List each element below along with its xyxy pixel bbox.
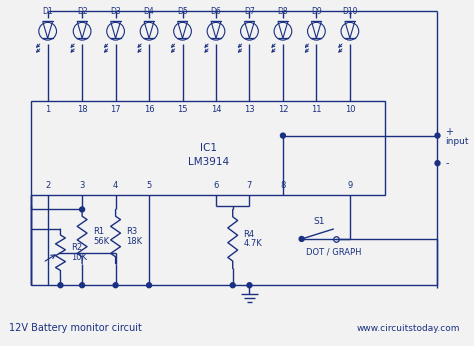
Text: 15: 15	[177, 106, 188, 115]
Text: 5: 5	[146, 181, 152, 190]
Circle shape	[435, 133, 440, 138]
Text: 56K: 56K	[93, 237, 109, 246]
Text: 1: 1	[45, 106, 50, 115]
Text: 4: 4	[113, 181, 118, 190]
Text: input: input	[446, 137, 469, 146]
Text: D3: D3	[110, 7, 121, 16]
Text: R4: R4	[244, 229, 255, 238]
Text: D8: D8	[278, 7, 288, 16]
Text: D5: D5	[177, 7, 188, 16]
Circle shape	[146, 283, 152, 288]
Text: D7: D7	[244, 7, 255, 16]
Text: D4: D4	[144, 7, 155, 16]
Circle shape	[435, 161, 440, 166]
Text: 3: 3	[80, 181, 85, 190]
Circle shape	[281, 133, 285, 138]
Text: D2: D2	[77, 7, 87, 16]
Text: 18: 18	[77, 106, 87, 115]
Text: R1: R1	[93, 227, 104, 236]
Text: 4.7K: 4.7K	[244, 239, 262, 248]
Circle shape	[230, 283, 235, 288]
Text: D9: D9	[311, 7, 322, 16]
Text: R2: R2	[71, 243, 82, 252]
Text: D1: D1	[42, 7, 53, 16]
Text: DOT / GRAPH: DOT / GRAPH	[306, 247, 361, 256]
Text: www.circuitstoday.com: www.circuitstoday.com	[356, 325, 460, 334]
Text: LM3914: LM3914	[188, 157, 228, 167]
Text: IC1: IC1	[200, 143, 217, 153]
Circle shape	[58, 283, 63, 288]
Text: S1: S1	[313, 217, 325, 226]
Text: 10: 10	[345, 106, 355, 115]
Text: 16: 16	[144, 106, 155, 115]
Text: 12: 12	[278, 106, 288, 115]
Text: 6: 6	[213, 181, 219, 190]
Text: 10K: 10K	[71, 253, 87, 262]
Text: D6: D6	[210, 7, 221, 16]
Bar	[31, 101, 385, 195]
Text: R3: R3	[127, 227, 137, 236]
Text: +: +	[446, 127, 453, 137]
Text: 12V Battery monitor circuit: 12V Battery monitor circuit	[9, 324, 142, 334]
Circle shape	[113, 283, 118, 288]
Circle shape	[80, 207, 84, 212]
Circle shape	[80, 283, 84, 288]
Text: 14: 14	[211, 106, 221, 115]
Text: 11: 11	[311, 106, 322, 115]
Circle shape	[299, 237, 304, 242]
Circle shape	[247, 283, 252, 288]
Text: 9: 9	[347, 181, 353, 190]
Text: 13: 13	[244, 106, 255, 115]
Text: D10: D10	[342, 7, 357, 16]
Text: -: -	[446, 158, 449, 168]
Text: 7: 7	[247, 181, 252, 190]
Text: 17: 17	[110, 106, 121, 115]
Text: 2: 2	[45, 181, 50, 190]
Text: 18K: 18K	[127, 237, 143, 246]
Text: 8: 8	[280, 181, 286, 190]
